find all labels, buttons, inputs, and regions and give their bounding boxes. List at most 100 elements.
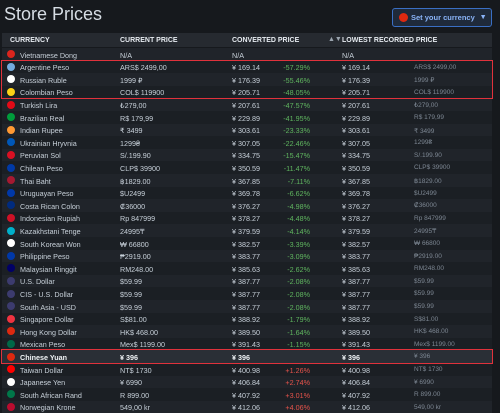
converted-price: ¥ 396 xyxy=(232,352,250,362)
flag-icon xyxy=(7,188,15,197)
currency-name: Argentine Peso xyxy=(20,63,70,73)
table-row: South African Rand R 899.00 ¥ 407.92 +3.01%… xyxy=(2,388,492,401)
lowest-price: ¥ 303.61 xyxy=(342,126,370,136)
lowest-original-price: R 899.00 xyxy=(414,391,441,399)
flag-icon xyxy=(7,151,15,160)
converted-price: ¥ 385.63 xyxy=(232,264,260,274)
lowest-price: N/A xyxy=(342,50,354,60)
lowest-price: ¥ 207.61 xyxy=(342,100,370,110)
price-difference: -1.79% xyxy=(287,315,310,325)
flag-icon xyxy=(7,264,15,273)
table-row: Uruguayan Peso $U2499 ¥ 369.78 -6.62% ¥ 369.… xyxy=(2,186,492,200)
currency-name: South Asia - USD xyxy=(20,302,76,312)
flag-icon xyxy=(7,352,15,361)
converted-price: ¥ 407.92 xyxy=(232,390,260,400)
converted-price: ¥ 334.75 xyxy=(232,151,260,161)
flag-icon xyxy=(7,138,15,147)
current-price: NT$ 1730 xyxy=(120,365,152,375)
converted-price: ¥ 387.77 xyxy=(232,302,260,312)
lowest-price: ¥ 350.59 xyxy=(342,163,370,173)
current-price: ฿1829.00 xyxy=(120,176,151,186)
lowest-price: ¥ 387.77 xyxy=(342,302,370,312)
lowest-original-price: CLP$ 39900 xyxy=(414,164,451,172)
column-header[interactable]: CURRENCY xyxy=(10,36,50,44)
table-row: Colombian Peso COL$ 119900 ¥ 205.71 -48.05%… xyxy=(2,85,492,99)
page-title: Store Prices xyxy=(4,4,103,24)
price-difference: -2.08% xyxy=(287,289,310,299)
lowest-price: ¥ 205.71 xyxy=(342,88,370,98)
currency-name: U.S. Dollar xyxy=(20,277,55,287)
table-row: Mexican Peso Mex$ 1199.00 ¥ 391.43 -1.15% ¥ … xyxy=(2,337,492,351)
converted-price: ¥ 378.27 xyxy=(232,214,260,224)
currency-name: Kazakhstani Tenge xyxy=(20,226,81,236)
column-header[interactable]: CURRENT PRICE xyxy=(120,36,178,44)
converted-price: ¥ 383.77 xyxy=(232,252,260,262)
lowest-price: ¥ 407.92 xyxy=(342,390,370,400)
lowest-original-price: Rp 847999 xyxy=(414,214,446,222)
currency-name: Mexican Peso xyxy=(20,340,66,350)
flag-icon xyxy=(7,403,15,412)
lowest-original-price: 1299₴ xyxy=(414,139,433,147)
current-price: N/A xyxy=(120,50,132,60)
current-price: 1999 ₽ xyxy=(120,75,143,85)
converted-price: N/A xyxy=(232,50,244,60)
current-price: COL$ 119900 xyxy=(120,88,165,98)
lowest-original-price: HK$ 468.00 xyxy=(414,328,449,336)
table-row: South Asia - USD $59.99 ¥ 387.77 -2.08% ¥ 38… xyxy=(2,300,492,313)
current-price: 549,00 kr xyxy=(120,403,150,413)
table-row: Vietnamese Dong N/A N/A N/A xyxy=(2,48,492,61)
currency-name: Philippine Peso xyxy=(20,252,70,262)
lowest-original-price: ฿1829.00 xyxy=(414,178,442,185)
converted-price: ¥ 369.78 xyxy=(232,189,260,199)
lowest-original-price: S$81.00 xyxy=(414,315,439,323)
currency-name: South Korean Won xyxy=(20,239,81,249)
price-difference: -6.62% xyxy=(287,189,310,199)
currency-name: Thai Baht xyxy=(20,176,51,186)
current-price: ¥ 6990 xyxy=(120,378,142,388)
current-price: ₹ 3499 xyxy=(120,126,143,136)
flag-icon xyxy=(7,88,15,97)
flag-icon xyxy=(7,125,15,134)
column-header[interactable]: LOWEST RECORDED PRICE xyxy=(342,36,438,44)
column-header[interactable]: CONVERTED PRICE xyxy=(232,36,300,44)
price-difference: -2.08% xyxy=(287,277,310,287)
current-price: 24995₸ xyxy=(120,226,145,236)
flag-icon xyxy=(7,113,15,122)
lowest-price: ¥ 379.59 xyxy=(342,226,370,236)
lowest-original-price: $59.99 xyxy=(414,303,434,310)
lowest-price: ¥ 382.57 xyxy=(342,239,370,249)
lowest-original-price: 549,00 kr xyxy=(414,403,442,411)
converted-price: ¥ 391.43 xyxy=(232,340,260,350)
flag-icon xyxy=(7,277,15,286)
price-difference: -47.57% xyxy=(283,100,310,110)
currency-name: Chinese Yuan xyxy=(20,352,68,362)
converted-price: ¥ 169.14 xyxy=(232,63,260,73)
current-price: $59.99 xyxy=(120,277,142,287)
lowest-price: ¥ 176.39 xyxy=(342,75,370,85)
current-price: ₩ 66800 xyxy=(120,239,149,249)
current-price: $U2499 xyxy=(120,189,146,199)
flag-icon xyxy=(7,340,15,349)
converted-price: ¥ 412.06 xyxy=(232,403,260,413)
currency-button[interactable]: Set your currency ▾ xyxy=(392,8,492,27)
table-row: Ukrainian Hryvnia 1299₴ ¥ 307.05 -22.46% ¥ 3… xyxy=(2,136,492,149)
flag-icon xyxy=(7,239,15,248)
lowest-original-price: Mex$ 1199.00 xyxy=(414,340,455,348)
price-difference: +3.01% xyxy=(285,390,310,400)
lowest-original-price: ₹ 3499 xyxy=(414,127,435,135)
current-price: ARS$ 2499,00 xyxy=(120,63,167,73)
converted-price: ¥ 379.59 xyxy=(232,226,260,236)
currency-button-label: Set your currency xyxy=(411,13,475,22)
currency-name: Uruguayan Peso xyxy=(20,189,74,199)
flag-icon xyxy=(7,289,15,298)
lowest-original-price: 1999 ₽ xyxy=(414,77,435,85)
lowest-original-price: R$ 179,99 xyxy=(414,114,444,121)
current-price: R 899.00 xyxy=(120,390,150,400)
lowest-original-price: $59.99 xyxy=(414,277,434,285)
current-price: 1299₴ xyxy=(120,138,140,148)
table-row: Chilean Peso CLP$ 39900 ¥ 350.59 -11.47% ¥ 3… xyxy=(2,161,492,174)
converted-price: ¥ 207.61 xyxy=(232,100,260,110)
table-row: U.S. Dollar $59.99 ¥ 387.77 -2.08% ¥ 387.77 $… xyxy=(2,274,492,288)
price-difference: -4.48% xyxy=(287,214,310,224)
currency-name: Malaysian Ringgit xyxy=(20,264,77,274)
